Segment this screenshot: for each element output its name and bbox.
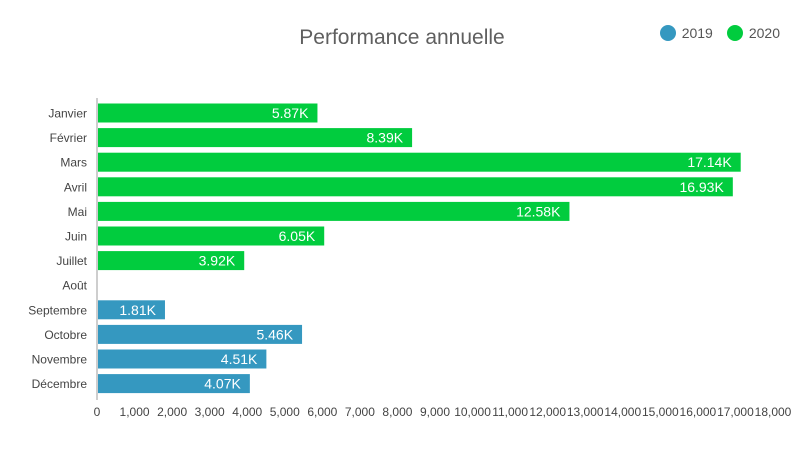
- bar[interactable]: [98, 374, 250, 394]
- bar[interactable]: [98, 103, 318, 123]
- x-tick-label: 7,000: [345, 405, 375, 419]
- bar[interactable]: [98, 324, 303, 344]
- category-label: Août: [62, 279, 87, 293]
- category-label: Mai: [68, 205, 87, 219]
- legend-label-2020: 2020: [748, 25, 780, 41]
- x-tick-label: 8,000: [382, 405, 412, 419]
- x-tick-label: 4,000: [232, 405, 262, 419]
- legend-label-2019: 2019: [681, 25, 713, 41]
- x-tick-label: 0: [94, 405, 101, 419]
- x-tick-label: 6,000: [307, 405, 337, 419]
- x-tick-label: 11,000: [492, 405, 528, 419]
- category-label: Février: [50, 131, 87, 145]
- category-label: Juin: [65, 230, 87, 244]
- category-label: Octobre: [44, 328, 87, 342]
- data-label: 12.58K: [516, 203, 561, 219]
- data-label: 1.81K: [119, 302, 156, 318]
- legend-item-2019[interactable]: 2019: [659, 25, 713, 41]
- data-label: 3.92K: [199, 253, 236, 269]
- bar[interactable]: [98, 152, 741, 172]
- x-tick-label: 13,000: [567, 405, 604, 419]
- x-tick-label: 12,000: [529, 405, 566, 419]
- x-axis: 0 1,000 2,000 3,000 4,000 5,000 6,000 7,000 8,00…: [94, 98, 792, 419]
- x-tick-label: 17,000: [717, 405, 754, 419]
- category-label: Avril: [64, 180, 87, 194]
- x-tick-label: 3,000: [195, 405, 225, 419]
- bar[interactable]: [98, 226, 325, 246]
- data-label: 6.05K: [279, 228, 316, 244]
- data-label: 17.14K: [687, 154, 732, 170]
- legend-item-2020[interactable]: 2020: [726, 25, 780, 41]
- x-tick-label: 10,000: [454, 405, 491, 419]
- category-label: Septembre: [28, 303, 87, 317]
- data-label: 16.93K: [679, 179, 724, 195]
- category-label: Mars: [60, 156, 87, 170]
- x-tick-label: 1,000: [120, 405, 150, 419]
- x-tick-label: 2,000: [157, 405, 187, 419]
- bar[interactable]: [98, 201, 570, 221]
- bars-layer: 5.87K 8.39K 17.14K 16.93K 12.58K 6.05K 3.92K 1.…: [98, 103, 741, 394]
- legend-swatch-2019: [659, 25, 676, 41]
- category-label: Novembre: [32, 353, 88, 367]
- category-labels: Janvier Février Mars Avril Mai Juin Juillet Aoû…: [28, 107, 87, 392]
- chart-title: Performance annuelle: [299, 26, 505, 49]
- data-label: 5.46K: [256, 326, 293, 342]
- x-tick-label: 15,000: [642, 405, 679, 419]
- data-label: 8.39K: [366, 130, 403, 146]
- bar[interactable]: [98, 349, 267, 369]
- bar[interactable]: [98, 177, 733, 197]
- x-tick-label: 14,000: [604, 405, 641, 419]
- data-label: 4.07K: [204, 376, 241, 392]
- category-label: Décembre: [32, 377, 88, 391]
- x-tick-label: 5,000: [270, 405, 300, 419]
- data-label: 5.87K: [272, 105, 309, 121]
- legend-swatch-2020: [726, 25, 743, 41]
- legend: 2019 2020: [659, 25, 780, 41]
- category-label: Juillet: [56, 254, 87, 268]
- bar[interactable]: [98, 251, 245, 271]
- x-tick-label: 16,000: [680, 405, 717, 419]
- bar[interactable]: [98, 128, 413, 148]
- x-tick-label: 18,000: [755, 405, 792, 419]
- category-label: Janvier: [48, 107, 87, 121]
- bar[interactable]: [98, 300, 165, 320]
- data-label: 4.51K: [221, 351, 258, 367]
- x-tick-label: 9,000: [420, 405, 450, 419]
